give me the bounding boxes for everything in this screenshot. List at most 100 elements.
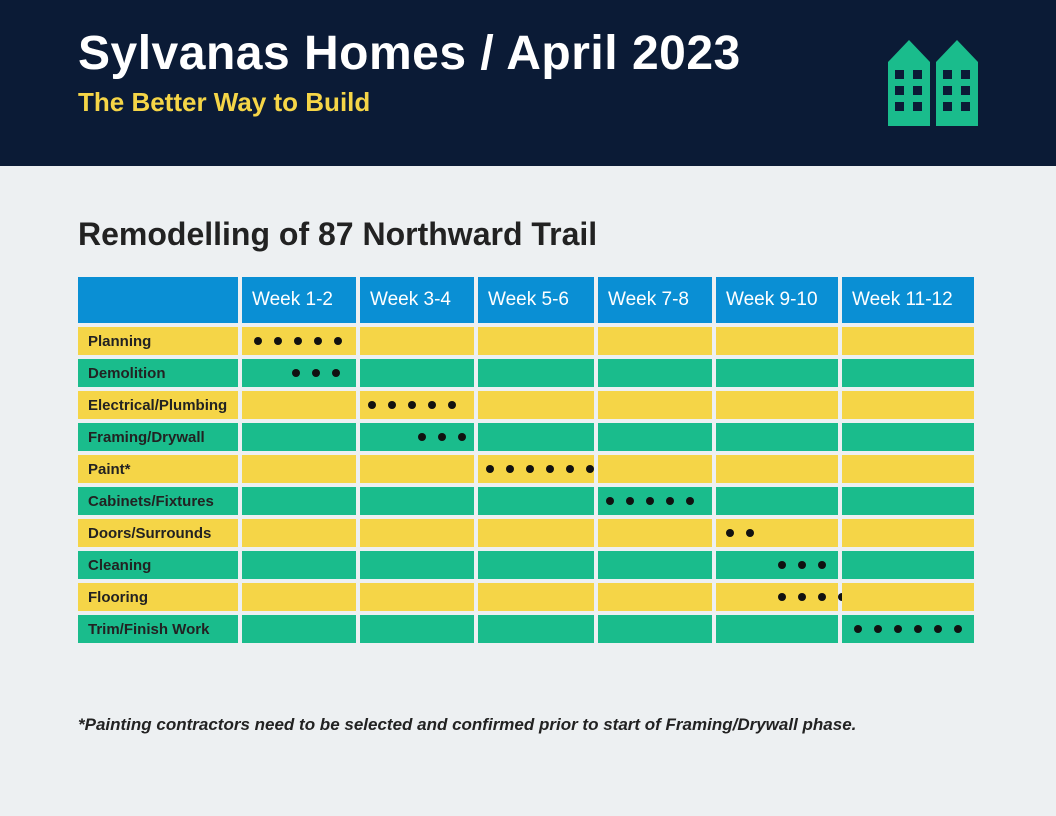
gantt-cell [360,423,474,451]
dot-icon [526,465,534,473]
gantt-cell [716,615,838,643]
gantt-activity-dots [606,497,694,505]
page-title: Sylvanas Homes / April 2023 [78,28,741,81]
dot-icon [486,465,494,473]
gantt-activity-dots [854,625,962,633]
dot-icon [726,529,734,537]
gantt-row-label: Cabinets/Fixtures [78,487,238,515]
gantt-row: Electrical/Plumbing [78,391,978,419]
gantt-row-label: Flooring [78,583,238,611]
gantt-cell [598,423,712,451]
dot-icon [894,625,902,633]
dot-icon [292,369,300,377]
gantt-cell [716,519,838,547]
gantt-header-cell: Week 11-12 [842,277,974,323]
gantt-cell [716,455,838,483]
dot-icon [818,593,826,601]
gantt-cell [242,519,356,547]
dot-icon [778,593,786,601]
gantt-cell [598,455,712,483]
gantt-activity-dots [292,369,340,377]
gantt-header-cell: Week 1-2 [242,277,356,323]
dot-icon [646,497,654,505]
gantt-cell [598,391,712,419]
dot-icon [586,465,594,473]
gantt-cell [478,423,594,451]
gantt-cell [242,583,356,611]
gantt-cell [242,391,356,419]
dot-icon [666,497,674,505]
gantt-row-label: Demolition [78,359,238,387]
gantt-cell [842,519,974,547]
dot-icon [254,337,262,345]
gantt-cell [478,455,594,483]
gantt-cell [716,487,838,515]
dot-icon [746,529,754,537]
dot-icon [566,465,574,473]
gantt-row-label: Cleaning [78,551,238,579]
project-subtitle: Remodelling of 87 Northward Trail [78,216,978,253]
gantt-row: Doors/Surrounds [78,519,978,547]
gantt-cell [842,327,974,355]
dot-icon [686,497,694,505]
dot-icon [874,625,882,633]
dot-icon [546,465,554,473]
gantt-cell [478,551,594,579]
page-tagline: The Better Way to Build [78,87,741,118]
gantt-cell [716,327,838,355]
gantt-row-label: Paint* [78,455,238,483]
gantt-cell [598,615,712,643]
gantt-row: Cabinets/Fixtures [78,487,978,515]
gantt-cell [598,327,712,355]
gantt-cell [478,327,594,355]
gantt-cell [598,551,712,579]
gantt-row: Framing/Drywall [78,423,978,451]
dot-icon [954,625,962,633]
gantt-cell [842,455,974,483]
gantt-activity-dots [778,561,826,569]
gantt-activity-dots [368,401,456,409]
dot-icon [606,497,614,505]
dot-icon [294,337,302,345]
gantt-cell [242,455,356,483]
dot-icon [274,337,282,345]
dot-icon [914,625,922,633]
gantt-cell [360,391,474,419]
gantt-activity-dots [254,337,342,345]
page-header: Sylvanas Homes / April 2023 The Better W… [0,0,1056,166]
dot-icon [818,561,826,569]
gantt-cell [242,551,356,579]
gantt-cell [842,423,974,451]
gantt-cell [716,391,838,419]
gantt-cell [716,583,838,611]
gantt-cell [598,519,712,547]
gantt-row-label: Framing/Drywall [78,423,238,451]
gantt-cell [842,359,974,387]
main-content: Remodelling of 87 Northward Trail Week 1… [0,166,1056,735]
gantt-row-label: Doors/Surrounds [78,519,238,547]
gantt-header-cell: Week 3-4 [360,277,474,323]
dot-icon [626,497,634,505]
gantt-cell [716,423,838,451]
gantt-cell [478,519,594,547]
dot-icon [458,433,466,441]
gantt-row: Cleaning [78,551,978,579]
dot-icon [418,433,426,441]
gantt-cell [598,487,712,515]
gantt-cell [360,519,474,547]
gantt-row: Planning [78,327,978,355]
gantt-row: Flooring [78,583,978,611]
gantt-cell [478,487,594,515]
dot-icon [798,593,806,601]
dot-icon [798,561,806,569]
gantt-cell [598,359,712,387]
gantt-cell [242,615,356,643]
dot-icon [854,625,862,633]
dot-icon [312,369,320,377]
dot-icon [314,337,322,345]
dot-icon [334,337,342,345]
gantt-cell [360,455,474,483]
gantt-cell [360,583,474,611]
gantt-header-cell: Week 7-8 [598,277,712,323]
footnote-text: *Painting contractors need to be selecte… [78,715,978,735]
